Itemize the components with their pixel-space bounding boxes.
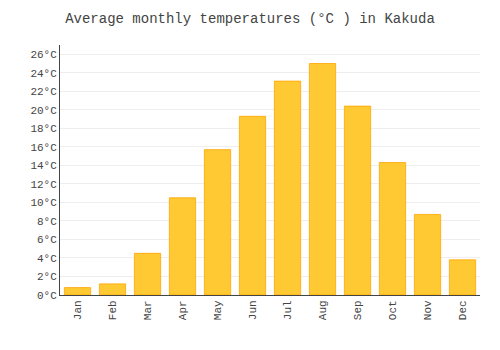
svg-text:24°C: 24°C: [30, 68, 57, 80]
svg-text:2°C: 2°C: [37, 271, 57, 283]
svg-text:Sep: Sep: [352, 300, 364, 320]
svg-text:26°C: 26°C: [30, 49, 57, 61]
svg-text:Jul: Jul: [282, 300, 294, 320]
svg-text:May: May: [212, 300, 224, 320]
svg-text:Jun: Jun: [247, 300, 259, 320]
svg-text:6°C: 6°C: [37, 234, 57, 246]
svg-text:10°C: 10°C: [30, 197, 57, 209]
svg-text:20°C: 20°C: [30, 105, 57, 117]
svg-text:0°C: 0°C: [37, 290, 57, 302]
svg-text:4°C: 4°C: [37, 253, 57, 265]
svg-text:Nov: Nov: [422, 300, 434, 320]
svg-text:16°C: 16°C: [30, 142, 57, 154]
svg-text:Aug: Aug: [317, 300, 329, 320]
svg-text:14°C: 14°C: [30, 160, 57, 172]
svg-text:Mar: Mar: [142, 300, 154, 320]
svg-text:12°C: 12°C: [30, 179, 57, 191]
svg-text:Dec: Dec: [457, 300, 469, 320]
svg-text:Oct: Oct: [387, 300, 399, 320]
svg-text:Feb: Feb: [107, 300, 119, 320]
svg-text:8°C: 8°C: [37, 216, 57, 228]
svg-text:Jan: Jan: [72, 300, 84, 320]
svg-text:22°C: 22°C: [30, 86, 57, 98]
svg-text:18°C: 18°C: [30, 123, 57, 135]
svg-text:Apr: Apr: [177, 300, 189, 320]
svg-text:Average monthly temperatures (: Average monthly temperatures (°C ) in Ka…: [65, 11, 435, 27]
